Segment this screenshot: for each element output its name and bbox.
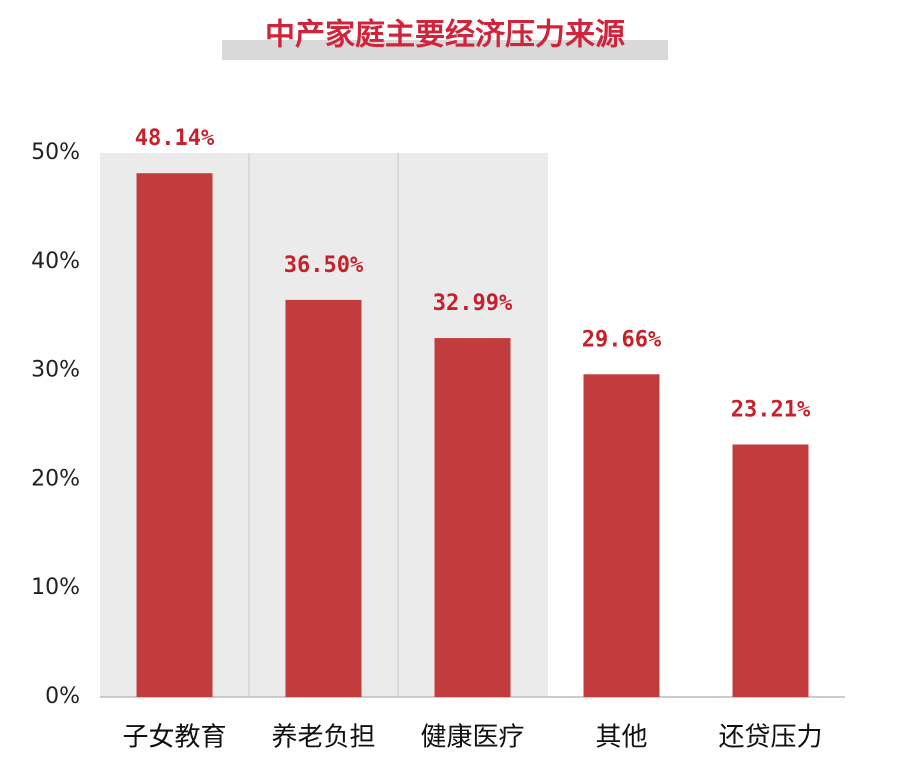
x-tick-label: 还贷压力 — [718, 723, 822, 753]
bar — [583, 374, 660, 697]
bar — [285, 299, 362, 697]
bar — [136, 173, 213, 697]
y-tick-label: 0% — [45, 684, 80, 709]
y-tick-label: 30% — [31, 358, 80, 383]
x-tick-label: 健康医疗 — [420, 723, 524, 753]
title-highlight — [222, 40, 668, 60]
chart-title: 中产家庭主要经济压力来源 — [265, 18, 625, 53]
bar — [732, 444, 809, 697]
y-tick-label: 10% — [31, 575, 80, 600]
value-label: 23.21% — [731, 397, 811, 422]
x-tick-label: 其他 — [595, 723, 647, 753]
value-label: 32.99% — [433, 291, 513, 316]
bar — [434, 338, 511, 697]
x-tick-label: 子女教育 — [122, 723, 226, 753]
y-tick-label: 40% — [31, 249, 80, 274]
y-tick-label: 50% — [31, 140, 80, 165]
value-label: 48.14% — [135, 126, 215, 151]
value-label: 29.66% — [582, 327, 662, 352]
value-label: 36.50% — [284, 253, 364, 278]
y-tick-label: 20% — [31, 466, 80, 491]
x-tick-label: 养老负担 — [271, 723, 375, 753]
